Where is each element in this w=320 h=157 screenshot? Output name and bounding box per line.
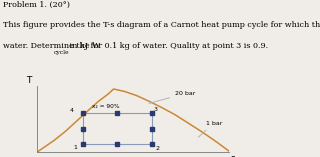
Text: This figure provides the T-s diagram of a Carnot heat pump cycle for which the s: This figure provides the T-s diagram of … — [3, 21, 320, 29]
Text: x₂ = 90%: x₂ = 90% — [92, 104, 120, 109]
Text: 3: 3 — [154, 107, 158, 112]
Text: 2: 2 — [156, 146, 160, 151]
Text: 20 bar: 20 bar — [149, 91, 196, 103]
Text: in kJ for 0.1 kg of water. Quality at point 3 is 0.9.: in kJ for 0.1 kg of water. Quality at po… — [67, 42, 268, 50]
Text: cycle: cycle — [53, 50, 69, 55]
Text: 1: 1 — [73, 145, 77, 150]
Text: 4: 4 — [69, 108, 73, 113]
Text: 1 bar: 1 bar — [198, 121, 222, 137]
Text: T: T — [27, 76, 32, 85]
Text: water. Determine the W: water. Determine the W — [3, 42, 100, 50]
Text: s: s — [231, 154, 235, 157]
Text: Problem 1. (20°): Problem 1. (20°) — [3, 1, 70, 9]
